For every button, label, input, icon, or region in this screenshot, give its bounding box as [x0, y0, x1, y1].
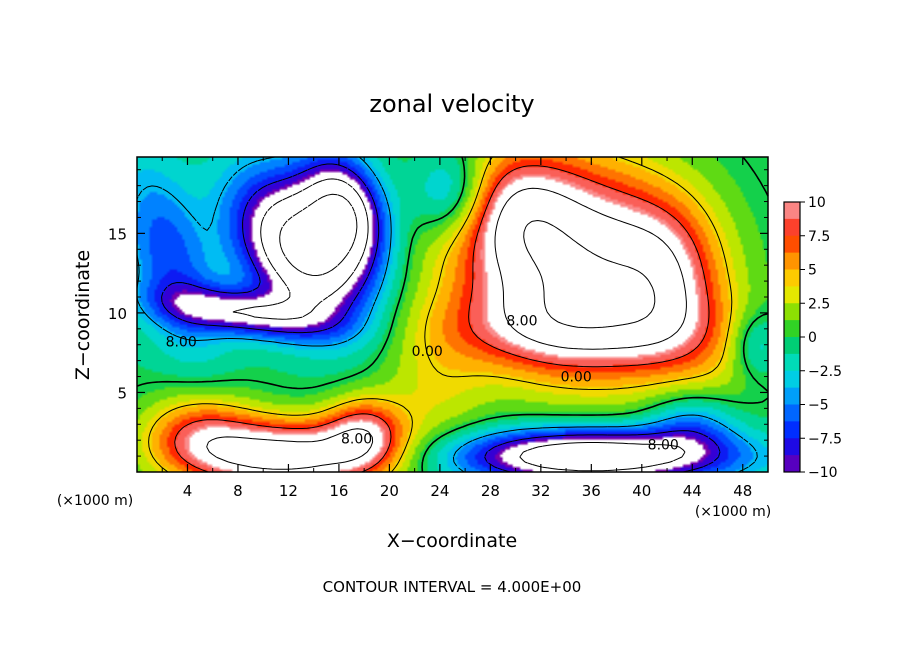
y-tick-label: 5	[117, 384, 127, 402]
y-axis-label: Z−coordinate	[72, 250, 94, 380]
plot-frame	[136, 156, 769, 473]
colorbar	[783, 201, 801, 473]
colorbar-tick-label: −2.5	[808, 364, 842, 380]
x-tick-label: 28	[481, 482, 500, 500]
x-tick-label: 12	[279, 482, 298, 500]
contour-lines	[136, 156, 769, 473]
y-axis-units: (×1000 m)	[57, 493, 133, 509]
colorbar-tick-label: −7.5	[808, 431, 842, 447]
x-tick-label: 36	[582, 482, 601, 500]
x-tick-label: 20	[380, 482, 399, 500]
colorbar-tick-label: 7.5	[808, 229, 830, 245]
x-tick-label: 44	[683, 482, 702, 500]
x-tick-label: 32	[531, 482, 550, 500]
colorbar-swatch	[784, 286, 800, 304]
x-tick-label: 4	[183, 482, 193, 500]
y-axis-ticks: 5 10 15	[108, 169, 768, 457]
colorbar-tick-label: 2.5	[808, 296, 830, 312]
y-tick-label: 15	[108, 225, 127, 243]
x-tick-label: 48	[733, 482, 752, 500]
colorbar-swatch	[784, 269, 800, 287]
contour-line	[161, 163, 721, 473]
x-axis-label: X−coordinate	[387, 530, 517, 552]
x-axis-units: (×1000 m)	[695, 504, 771, 520]
contour-label: 8.00	[341, 431, 372, 447]
x-tick-label: 8	[233, 482, 243, 500]
colorbar-swatch	[784, 252, 800, 270]
contour-label: 0.00	[561, 369, 592, 385]
contour-line	[174, 165, 710, 473]
colorbar-swatch	[784, 353, 800, 372]
colorbar-swatch	[784, 235, 800, 254]
colorbar-tick-label: 5	[808, 263, 817, 279]
colorbar-swatch	[784, 421, 800, 439]
colorbar-swatch	[784, 387, 800, 405]
contour-line	[279, 193, 358, 276]
x-tick-label: 16	[329, 482, 348, 500]
velocity-field	[137, 157, 768, 472]
contour-line	[523, 220, 656, 329]
colorbar-swatch	[784, 202, 800, 220]
colorbar-tick-label: −10	[808, 465, 838, 481]
contour-label: 8.00	[648, 438, 679, 454]
colorbar-swatch	[784, 337, 800, 355]
contour-interval-note: CONTOUR INTERVAL = 4.000E+00	[323, 578, 582, 596]
contour-line	[206, 187, 687, 470]
contour-labels: 8.00 0.00 8.00 0.00 8.00 8.00	[166, 314, 679, 454]
contour-label: 8.00	[166, 334, 197, 350]
x-tick-label: 40	[632, 482, 651, 500]
colorbar-swatch	[784, 404, 800, 422]
contour-line	[136, 156, 758, 473]
contour-label: 0.00	[412, 344, 443, 360]
colorbar-tick-label: −5	[808, 398, 829, 414]
colorbar-swatch	[784, 370, 800, 389]
colorbar-tick-label: 0	[808, 330, 817, 346]
colorbar-swatch	[784, 455, 800, 473]
colorbar-swatch	[784, 218, 800, 237]
colorbar-swatch	[784, 320, 800, 338]
colorbar-tick-label: 10	[808, 195, 826, 211]
colorbar-swatch	[784, 303, 800, 321]
colorbar-ticks: 10 7.5 5 2.5 0 −2.5 −5 −7.5 −10	[800, 195, 842, 481]
contour-line	[136, 156, 769, 473]
contour-label: 8.00	[506, 314, 537, 330]
y-tick-label: 10	[108, 305, 127, 323]
colorbar-swatch	[784, 438, 800, 456]
x-tick-label: 24	[430, 482, 449, 500]
x-axis-ticks: 4 8 12 16 20 24 28 32 36 40 44 48	[161, 157, 752, 500]
chart-title: zonal velocity	[369, 90, 534, 118]
contour-line	[232, 178, 686, 472]
